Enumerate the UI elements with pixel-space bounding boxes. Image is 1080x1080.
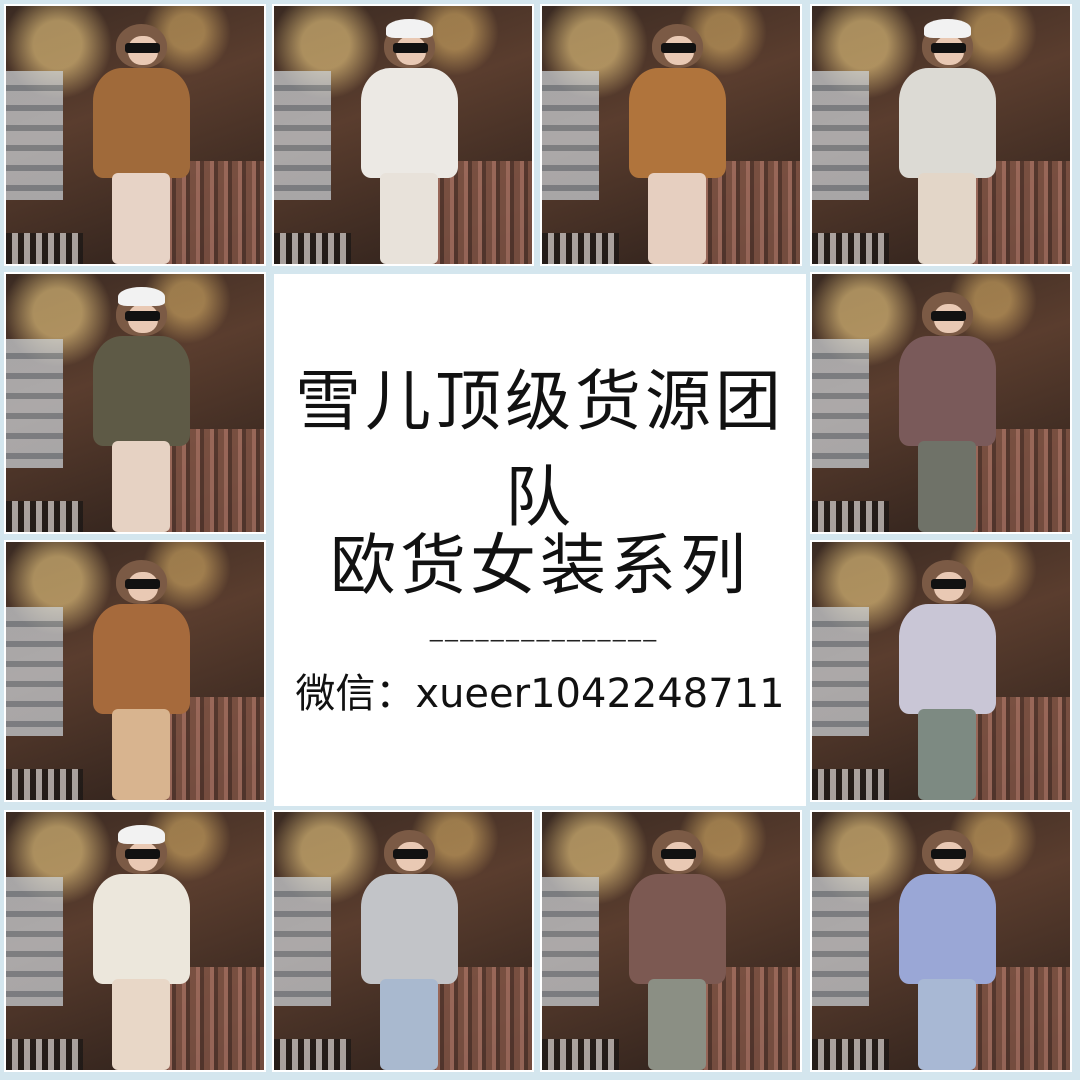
sunglasses-icon (931, 849, 966, 860)
model-coat (898, 603, 997, 715)
model-legs (112, 709, 171, 800)
photo-tile-6 (810, 272, 1072, 534)
title-line-2: 欧货女装系列 (330, 527, 750, 604)
model-legs (918, 441, 977, 532)
model-legs (648, 173, 707, 264)
photo-tile-12 (810, 810, 1072, 1072)
wechat-label: 微信： (295, 671, 416, 717)
model-figure (889, 18, 1005, 264)
striped-floor (6, 501, 84, 532)
beret-hat (118, 824, 165, 845)
photo-tile-2 (272, 4, 534, 266)
model-coat (360, 873, 459, 985)
photo-tile-4 (810, 4, 1072, 266)
photo-tile-3 (540, 4, 802, 266)
clothing-shelf (6, 606, 63, 736)
model-legs (918, 979, 977, 1070)
model-figure (83, 286, 199, 532)
striped-floor (812, 233, 890, 264)
model-figure (889, 825, 1005, 1070)
striped-floor (6, 233, 84, 264)
photo-tile-5 (4, 272, 266, 534)
model-figure (351, 18, 467, 264)
striped-floor (812, 501, 890, 532)
beret-hat (924, 18, 971, 39)
clothing-shelf (812, 876, 869, 1006)
model-coat (898, 873, 997, 985)
model-coat (92, 873, 191, 985)
clothing-shelf (6, 876, 63, 1006)
wechat-id: xueer1042248711 (415, 671, 785, 717)
model-coat (92, 335, 191, 447)
model-coat (92, 603, 191, 715)
model-legs (112, 441, 171, 532)
model-legs (648, 979, 707, 1070)
sunglasses-icon (931, 311, 966, 322)
model-legs (112, 979, 171, 1070)
sunglasses-icon (125, 849, 160, 860)
clothing-shelf (812, 338, 869, 468)
striped-floor (6, 769, 84, 800)
model-figure (619, 19, 735, 264)
photo-tile-10 (272, 810, 534, 1072)
wechat-contact: 微信：xueer1042248711 (276, 661, 804, 719)
model-figure (83, 19, 199, 264)
striped-floor (542, 233, 620, 264)
striped-floor (6, 1039, 84, 1070)
model-legs (380, 173, 439, 264)
striped-floor (274, 1039, 352, 1070)
model-coat (628, 67, 727, 179)
model-coat (628, 873, 727, 985)
clothing-shelf (812, 606, 869, 736)
beret-hat (118, 286, 165, 307)
sunglasses-icon (393, 43, 428, 54)
sunglasses-icon (125, 311, 160, 322)
model-coat (360, 67, 459, 179)
photo-tile-1 (4, 4, 266, 266)
photo-tile-9 (4, 810, 266, 1072)
model-figure (619, 825, 735, 1070)
sunglasses-icon (393, 849, 428, 860)
center-text-card: 雪儿顶级货源团队 欧货女装系列 ——————————————— 微信：xueer… (274, 274, 806, 806)
clothing-shelf (274, 876, 331, 1006)
sunglasses-icon (931, 43, 966, 54)
photo-tile-8 (810, 540, 1072, 802)
model-coat (898, 67, 997, 179)
striped-floor (812, 769, 890, 800)
model-figure (889, 555, 1005, 800)
model-figure (889, 287, 1005, 532)
model-figure (351, 825, 467, 1070)
striped-floor (542, 1039, 620, 1070)
clothing-shelf (542, 876, 599, 1006)
sunglasses-icon (125, 43, 160, 54)
model-legs (918, 709, 977, 800)
model-coat (898, 335, 997, 447)
clothing-shelf (274, 70, 331, 200)
photo-tile-11 (540, 810, 802, 1072)
photo-tile-7 (4, 540, 266, 802)
title-line-1: 雪儿顶级货源团队 (295, 363, 785, 536)
divider-line: ——————————————— (429, 628, 659, 653)
clothing-shelf (812, 70, 869, 200)
beret-hat (386, 18, 433, 39)
model-coat (92, 67, 191, 179)
model-legs (918, 173, 977, 264)
striped-floor (274, 233, 352, 264)
clothing-shelf (6, 338, 63, 468)
sunglasses-icon (661, 849, 696, 860)
model-legs (112, 173, 171, 264)
model-figure (83, 555, 199, 800)
striped-floor (812, 1039, 890, 1070)
sunglasses-icon (125, 579, 160, 590)
clothing-shelf (542, 70, 599, 200)
model-legs (380, 979, 439, 1070)
model-figure (83, 824, 199, 1070)
sunglasses-icon (931, 579, 966, 590)
sunglasses-icon (661, 43, 696, 54)
clothing-shelf (6, 70, 63, 200)
